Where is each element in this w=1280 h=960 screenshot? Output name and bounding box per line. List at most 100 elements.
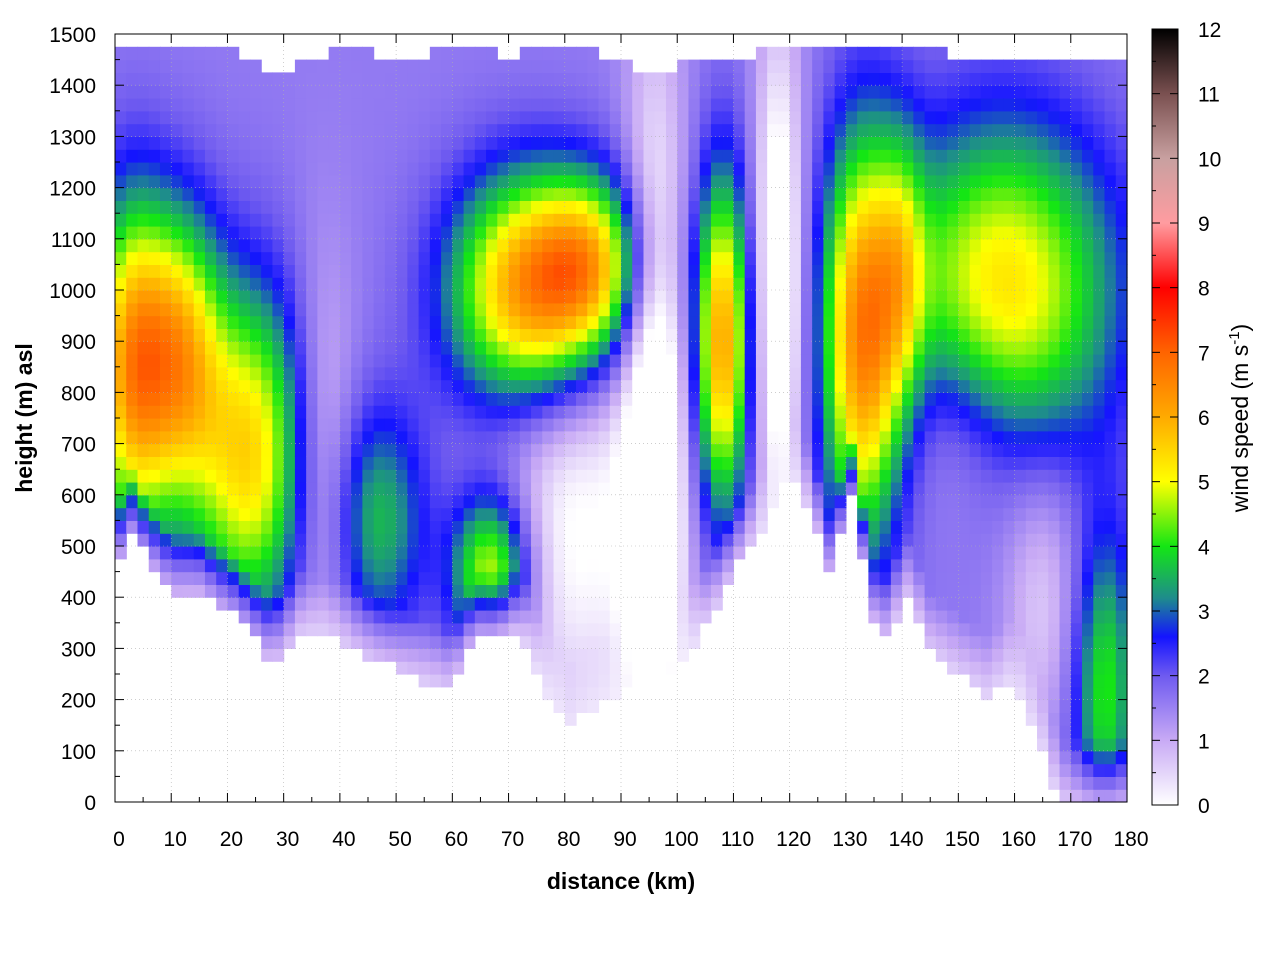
- heatmap-cell: [733, 418, 746, 432]
- heatmap-cell: [531, 354, 543, 368]
- heatmap-cell: [261, 290, 274, 304]
- heatmap-cell: [137, 366, 150, 381]
- heatmap-cell: [767, 430, 780, 445]
- heatmap-cell: [1082, 328, 1094, 342]
- heatmap-cell: [1025, 430, 1038, 445]
- heatmap-cell: [823, 494, 836, 509]
- heatmap-cell: [452, 379, 465, 393]
- heatmap-cell: [598, 238, 611, 253]
- heatmap-cell: [643, 354, 656, 368]
- heatmap-cell: [204, 290, 217, 304]
- heatmap-cell: [1104, 712, 1117, 726]
- heatmap-cell: [294, 110, 307, 125]
- heatmap-cell: [148, 251, 161, 265]
- heatmap-cell: [283, 98, 296, 112]
- heatmap-cell: [441, 264, 453, 278]
- heatmap-cell: [890, 443, 903, 457]
- heatmap-cell: [800, 238, 813, 253]
- heatmap-cell: [699, 443, 712, 457]
- heatmap-cell: [1070, 584, 1083, 598]
- heatmap-cell: [441, 674, 453, 688]
- heatmap-cell: [677, 302, 690, 317]
- heatmap-cell: [193, 72, 206, 86]
- heatmap-cell: [564, 430, 577, 445]
- heatmap-cell: [564, 622, 577, 637]
- heatmap-cell: [182, 187, 195, 201]
- heatmap-cell: [609, 200, 622, 214]
- heatmap-cell: [710, 366, 723, 381]
- heatmap-cell: [1093, 725, 1106, 739]
- heatmap-cell: [384, 366, 397, 381]
- heatmap-cell: [598, 226, 611, 240]
- heatmap-cell: [1070, 763, 1083, 777]
- y-tick-label: 400: [61, 587, 96, 610]
- heatmap-cell: [576, 418, 588, 432]
- heatmap-cell: [1082, 174, 1094, 189]
- heatmap-cell: [474, 469, 487, 483]
- heatmap-cell: [261, 328, 274, 342]
- heatmap-cell: [418, 648, 431, 662]
- heatmap-cell: [1115, 430, 1128, 445]
- heatmap-cell: [531, 98, 543, 112]
- heatmap-cell: [632, 661, 645, 675]
- heatmap-cell: [969, 584, 982, 598]
- heatmap-cell: [272, 187, 285, 201]
- heatmap-cell: [609, 213, 622, 227]
- heatmap-cell: [1048, 622, 1061, 637]
- heatmap-cell: [789, 200, 802, 214]
- heatmap-cell: [587, 136, 600, 150]
- heatmap-cell: [193, 123, 206, 137]
- heatmap-cell: [710, 469, 723, 483]
- heatmap-cell: [902, 162, 914, 176]
- heatmap-cell: [890, 136, 903, 150]
- heatmap-cell: [486, 379, 498, 393]
- heatmap-cell: [204, 59, 217, 73]
- heatmap-cell: [474, 610, 487, 624]
- heatmap-cell: [1048, 226, 1061, 240]
- heatmap-cell: [137, 520, 150, 534]
- heatmap-cell: [317, 520, 330, 534]
- heatmap-cell: [800, 59, 813, 73]
- heatmap-cell: [654, 238, 667, 253]
- heatmap-cell: [351, 494, 363, 509]
- heatmap-cell: [1082, 520, 1094, 534]
- heatmap-cell: [216, 251, 229, 265]
- heatmap-cell: [373, 418, 386, 432]
- heatmap-cell: [463, 187, 476, 201]
- heatmap-cell: [1082, 789, 1094, 803]
- heatmap-cell: [935, 494, 948, 509]
- heatmap-cell: [519, 584, 532, 598]
- heatmap-cell: [148, 59, 161, 73]
- heatmap-cell: [1104, 59, 1117, 73]
- heatmap-cell: [1037, 277, 1049, 291]
- heatmap-cell: [1059, 584, 1072, 598]
- heatmap-cell: [969, 162, 982, 176]
- heatmap-cell: [1003, 226, 1016, 240]
- heatmap-cell: [665, 85, 678, 99]
- heatmap-cell: [947, 405, 959, 419]
- heatmap-cell: [1093, 750, 1106, 765]
- heatmap-cell: [744, 123, 757, 137]
- heatmap-cell: [1003, 392, 1016, 406]
- heatmap-cell: [1093, 392, 1106, 406]
- heatmap-cell: [778, 366, 791, 381]
- y-tick-label: 800: [61, 382, 96, 405]
- heatmap-cell: [137, 200, 150, 214]
- heatmap-cell: [418, 418, 431, 432]
- heatmap-cell: [778, 251, 791, 265]
- heatmap-cell: [632, 366, 645, 381]
- heatmap-cell: [1059, 597, 1072, 611]
- heatmap-cell: [553, 187, 566, 201]
- heatmap-cell: [373, 98, 386, 112]
- heatmap-cell: [576, 405, 588, 419]
- heatmap-cell: [1104, 277, 1117, 291]
- heatmap-cell: [418, 366, 431, 381]
- heatmap-cell: [958, 610, 971, 624]
- heatmap-cell: [407, 328, 420, 342]
- heatmap-cell: [463, 379, 476, 393]
- heatmap-cell: [980, 558, 993, 573]
- heatmap-cell: [845, 59, 858, 73]
- heatmap-cell: [834, 277, 847, 291]
- heatmap-cell: [654, 85, 667, 99]
- heatmap-cell: [677, 149, 690, 163]
